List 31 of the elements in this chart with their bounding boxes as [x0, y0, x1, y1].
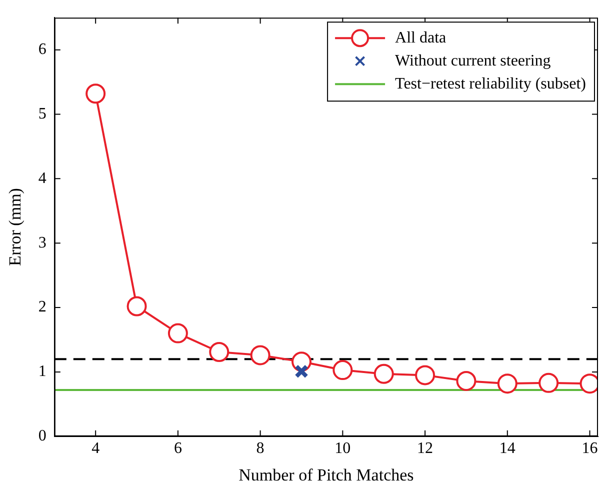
point [497, 374, 518, 394]
point [374, 364, 394, 384]
y-tick-label: 3 [38, 234, 46, 252]
x-tick-label: 12 [417, 440, 434, 458]
y-tick-label: 0 [38, 428, 46, 445]
y-tick-label: 2 [38, 298, 46, 316]
point [415, 365, 436, 386]
point [294, 364, 308, 378]
point [332, 360, 353, 380]
y-axis-title: Error (mm) [6, 188, 25, 266]
x-tick-label: 6 [174, 440, 182, 458]
legend-label: Test−retest reliability (subset) [395, 75, 586, 92]
x-axis-title: Number of Pitch Matches [238, 465, 414, 484]
legend-label: Without current steering [395, 52, 551, 70]
y-tick-label: 4 [38, 170, 46, 187]
x-tick-label: 10 [334, 440, 351, 458]
legend-label: All data [395, 29, 446, 46]
point [538, 372, 559, 393]
x-tick-label: 4 [92, 440, 100, 458]
point [456, 370, 476, 391]
point [126, 296, 147, 316]
point [250, 345, 270, 366]
point [86, 84, 106, 104]
y-tick-label: 6 [38, 41, 46, 58]
x-tick-label: 14 [499, 440, 516, 458]
point [209, 342, 230, 362]
y-tick-label: 1 [38, 363, 46, 380]
x-tick-label: 8 [256, 440, 264, 458]
y-tick-label: 5 [38, 105, 46, 122]
point [168, 323, 188, 344]
x-tick-label: 16 [582, 440, 598, 458]
